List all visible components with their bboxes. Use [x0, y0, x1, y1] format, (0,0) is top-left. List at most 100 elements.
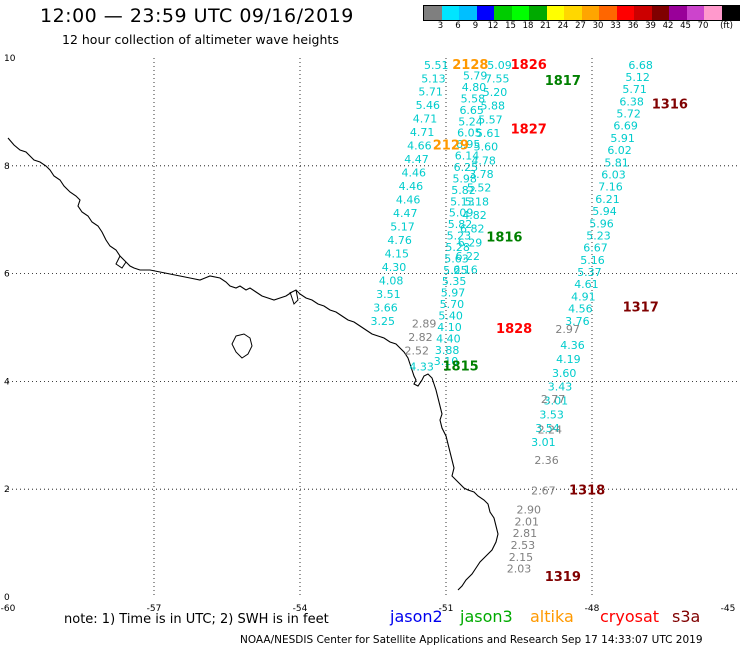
wave-height-value: 2.97	[555, 323, 580, 336]
wave-height-value: 3.88	[435, 344, 460, 357]
wave-height-value: 5.63	[444, 252, 469, 265]
wave-height-value: 4.61	[574, 278, 599, 291]
color-swatch	[494, 6, 512, 20]
lat-tick-label: 2	[4, 485, 10, 495]
lat-tick-label: 4	[4, 377, 10, 387]
wave-height-value: 4.46	[396, 194, 421, 207]
coastline	[7, 137, 499, 591]
color-scale-label: 9	[472, 21, 479, 31]
lat-tick-label: 6	[4, 270, 10, 280]
color-scale-label: 30	[592, 21, 604, 31]
wave-height-value: 6.03	[601, 169, 626, 182]
wave-height-value: 5.13	[421, 72, 446, 85]
wave-height-value: 4.78	[471, 154, 496, 167]
wave-height-value: 6.25	[454, 161, 479, 174]
color-swatch	[459, 6, 477, 20]
lon-tick-label: -57	[147, 604, 162, 614]
wave-height-value: 3.54	[535, 422, 560, 435]
wave-height-value: 6.05	[457, 127, 482, 140]
pass-time-label: 2129	[433, 139, 469, 154]
wave-height-value: 4.40	[436, 332, 461, 345]
wave-height-value: 5.79	[463, 70, 488, 83]
wave-height-value: 5.82	[448, 218, 473, 231]
color-swatch	[511, 6, 529, 20]
wave-height-value: 4.91	[571, 290, 596, 303]
river-mouth-path	[115, 255, 127, 269]
wave-height-value: 5.16	[580, 254, 605, 267]
wave-height-value: 4.82	[462, 209, 487, 222]
lon-tick-label: -54	[293, 604, 308, 614]
wave-height-value: 3.01	[544, 395, 569, 408]
color-swatch	[669, 6, 687, 20]
wave-height-value: 4.80	[462, 81, 487, 94]
color-swatch	[704, 6, 722, 20]
wave-height-value: 6.67	[583, 242, 608, 255]
color-swatch	[529, 6, 547, 20]
wave-height-value: 6.02	[607, 144, 632, 157]
pass-time-label: 1828	[496, 322, 532, 337]
pass-time-label: 1319	[545, 570, 581, 585]
wave-height-value: 3.76	[565, 315, 590, 328]
wave-height-value: 5.96	[589, 217, 614, 230]
color-scale-label: 45	[680, 21, 691, 31]
wave-height-value: 2.82	[408, 331, 433, 344]
color-swatch	[581, 6, 599, 20]
wave-height-value: 3.25	[370, 315, 395, 328]
color-swatch	[599, 6, 617, 20]
wave-height-value: 6.38	[619, 95, 644, 108]
wave-height-value: 4.33	[409, 361, 434, 374]
lat-tick-label: 8	[4, 162, 10, 172]
wave-height-value: 5.20	[483, 86, 508, 99]
wave-height-value: 6.68	[628, 59, 653, 72]
wave-height-value: 3.01	[531, 436, 556, 449]
wave-height-value: 4.47	[393, 207, 418, 220]
wave-height-value: 5.71	[622, 83, 647, 96]
color-scale-label: 39	[645, 21, 656, 31]
color-swatch	[564, 6, 582, 20]
wave-height-value: 5.82	[451, 184, 476, 197]
pass-time-label: 1816	[486, 230, 522, 245]
wave-height-value: 6.82	[460, 223, 485, 236]
wave-height-value: 6.14	[455, 150, 480, 163]
wave-height-value: 7.55	[485, 72, 510, 85]
wave-height-value: 6.65	[459, 104, 484, 117]
wave-height-value: 5.18	[465, 195, 490, 208]
color-scale-unit: (ft)	[720, 21, 733, 31]
wave-height-value: 3.66	[373, 301, 398, 314]
wave-height-value: 2.03	[507, 563, 532, 576]
lat-tick-label: 0	[4, 593, 10, 603]
color-swatch	[634, 6, 652, 20]
wave-height-value: 4.47	[404, 153, 429, 166]
pass-time-label: 1826	[511, 58, 547, 73]
wave-height-value: 3.51	[376, 288, 401, 301]
bay-path	[289, 289, 299, 305]
lon-tick-label: -45	[721, 604, 736, 614]
pass-time-label: 1316	[652, 98, 688, 113]
wave-height-value: 4.19	[556, 353, 581, 366]
color-scale-label: 24	[557, 21, 569, 31]
wave-height-value: 6.69	[613, 120, 638, 133]
wave-height-value: 4.36	[560, 339, 585, 352]
color-swatch	[441, 6, 459, 20]
color-scale-label: 6	[455, 21, 461, 31]
wave-height-value: 2.81	[513, 527, 538, 540]
wave-height-value: 5.97	[441, 287, 466, 300]
wave-height-value: 5.72	[616, 108, 641, 121]
color-scale-label: 21	[540, 21, 551, 31]
color-swatch	[546, 6, 564, 20]
wave-height-value: 3.53	[539, 408, 564, 421]
wave-height-value: 5.98	[452, 172, 477, 185]
pass-time-label: 1815	[443, 360, 479, 375]
wave-height-value: 2.24	[538, 424, 563, 437]
wave-height-value: 3.78	[469, 168, 494, 181]
wave-height-value: 7.16	[598, 181, 623, 194]
satellite-legend-item: jason3	[460, 607, 513, 626]
wave-height-value: 5.40	[438, 310, 463, 323]
wave-height-value: 4.46	[401, 167, 426, 180]
wave-height-value: 5.61	[476, 127, 501, 140]
wave-height-value: 2.77	[541, 393, 566, 406]
altimeter-tracks: 5.515.135.715.464.714.714.664.474.464.46…	[370, 59, 652, 576]
wave-height-value: 3.43	[548, 381, 573, 394]
island-path	[231, 333, 253, 359]
